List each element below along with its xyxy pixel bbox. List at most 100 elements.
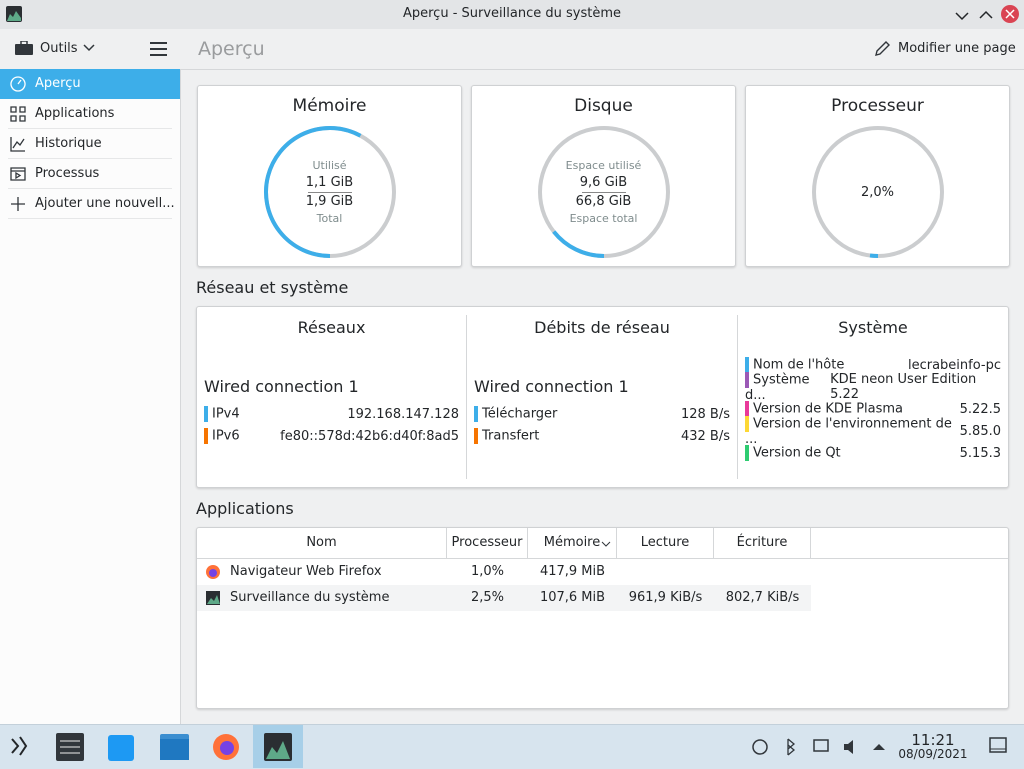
separator	[8, 158, 172, 159]
sidebar-icon	[10, 76, 26, 92]
info-value: lecrabeinfo-pc	[907, 357, 1001, 373]
sidebar-item[interactable]: Applications	[0, 99, 180, 129]
system-tray[interactable]	[750, 735, 890, 759]
table-cell	[714, 559, 811, 585]
app-icon	[206, 565, 220, 579]
sidebar-item[interactable]: Historique	[0, 129, 180, 159]
sidebar-label: Ajouter une nouvell...	[35, 196, 175, 211]
table-cell: 802,7 KiB/s	[725, 590, 800, 605]
divider	[466, 315, 467, 479]
sidebar-label: Aperçu	[35, 76, 81, 91]
toolbar	[0, 29, 1024, 70]
sidebar-icon	[10, 167, 26, 181]
info-label-text: Version de Qt	[753, 445, 841, 461]
gauge-arc	[552, 230, 605, 258]
info-label: Transfert	[474, 428, 539, 444]
color-marker	[474, 406, 478, 422]
table-cell: Navigateur Web Firefox	[230, 564, 382, 579]
table-cell: 1,0%	[470, 564, 505, 579]
connection-name: Wired connection 1	[204, 377, 359, 396]
info-label-text: Télécharger	[482, 406, 558, 422]
info-label: Version de Qt	[745, 445, 841, 461]
gauge-caption: Utilisé	[312, 159, 347, 172]
info-value: fe80::578d:42b6:d40f:8ad5	[280, 428, 459, 444]
separator	[8, 218, 172, 219]
show-desktop[interactable]	[989, 737, 1007, 753]
column-header[interactable]: Nom	[197, 528, 447, 558]
info-label-text: IPv6	[212, 428, 240, 444]
gauge	[812, 126, 944, 259]
column-header[interactable]: Processeur	[447, 528, 528, 558]
info-row: Version de KDE Plasma 5.22.5	[745, 398, 1001, 420]
info-label-text: Système d...	[745, 372, 810, 403]
info-label-text: Version de l'environnement de ...	[745, 416, 952, 447]
window-controls[interactable]	[950, 4, 1020, 24]
gauge-title: Processeur	[831, 96, 924, 116]
info-value: 5.15.3	[959, 445, 1001, 461]
info-value: 5.85.0	[959, 423, 1001, 439]
color-marker	[204, 406, 208, 422]
separator	[8, 128, 172, 129]
icon-shape	[209, 569, 217, 577]
sidebar-label: Historique	[35, 136, 102, 151]
icon-shape	[11, 197, 25, 211]
info-label: IPv6	[204, 428, 240, 444]
info-row: Transfert 432 B/s	[474, 425, 730, 447]
sidebar-icon	[11, 197, 25, 211]
table-row[interactable]	[197, 585, 811, 611]
gauge-title: Mémoire	[292, 96, 367, 116]
sidebar-label: Applications	[35, 106, 115, 121]
icon-shape	[10, 106, 26, 122]
sidebar-item[interactable]: Aperçu	[0, 69, 180, 99]
sidebar-item[interactable]: Ajouter une nouvell...	[0, 189, 180, 219]
table-cell: 107,6 MiB	[539, 590, 606, 605]
sidebar-icon	[10, 106, 26, 122]
sort-indicator	[601, 541, 611, 547]
gauge-value: 1,1 GiB	[305, 175, 354, 190]
info-label: Version de KDE Plasma	[745, 401, 903, 417]
gauge-total: 1,9 GiB	[305, 194, 354, 209]
info-row: Télécharger 128 B/s	[474, 403, 730, 425]
info-value: 128 B/s	[680, 406, 730, 422]
table-cell: 2,5%	[470, 590, 505, 605]
info-label-text: Version de KDE Plasma	[753, 401, 904, 417]
gauge-card: Disque Espace utilisé 9,6 GiB 66,8 GiB Espac…	[471, 85, 736, 267]
info-label-text: Transfert	[482, 428, 540, 444]
info-row: Version de Qt 5.15.3	[745, 442, 1001, 464]
info-label: Nom de l'hôte	[745, 357, 844, 373]
clock-date: 08/09/2021	[898, 747, 968, 761]
gauge-caption: Espace utilisé	[565, 159, 642, 172]
table-cell: 417,9 MiB	[539, 564, 606, 579]
icon-shape	[207, 595, 220, 604]
info-label-text: Nom de l'hôte	[753, 357, 845, 373]
column-header[interactable]: Lecture	[617, 528, 714, 558]
info-row: Version de l'environnement de ... 5.85.0	[745, 415, 1001, 447]
edit-page-button[interactable]: Modifier une page	[898, 41, 1016, 56]
column-title: Système	[838, 318, 908, 337]
gauge-title: Disque	[574, 96, 633, 116]
sidebar-item[interactable]: Processus	[0, 159, 180, 189]
info-row: Nom de l'hôte lecrabeinfo-pc	[745, 354, 1001, 376]
dropdown-arrow	[83, 44, 95, 52]
column-header[interactable]: Écriture	[714, 528, 811, 558]
clock-time: 11:21	[911, 731, 955, 749]
network-card: Réseaux Wired connection 1 IPv4 192.168.147…	[196, 306, 1009, 488]
color-marker	[745, 415, 749, 432]
gauge-value: 2,0%	[860, 185, 895, 200]
hamburger-menu[interactable]	[150, 42, 167, 56]
gauge-separator	[308, 192, 352, 193]
info-row: IPv4 192.168.147.128	[204, 403, 459, 425]
edit-icon	[875, 41, 890, 56]
gauge-card: Mémoire Utilisé 1,1 GiB 1,9 GiB Total	[197, 85, 462, 267]
info-row: Système d... KDE neon User Edition 5.22	[745, 371, 1001, 403]
color-marker	[745, 357, 749, 373]
info-label: Télécharger	[474, 406, 557, 422]
column-title: Débits de réseau	[534, 318, 670, 337]
tools-menu[interactable]: Outils	[40, 41, 78, 56]
page-title: Aperçu	[198, 38, 265, 60]
gauge	[264, 126, 396, 258]
color-marker	[474, 428, 478, 444]
column-header[interactable]: Mémoire	[528, 528, 617, 558]
separator	[8, 188, 172, 189]
taskbar-icons[interactable]	[0, 725, 310, 768]
